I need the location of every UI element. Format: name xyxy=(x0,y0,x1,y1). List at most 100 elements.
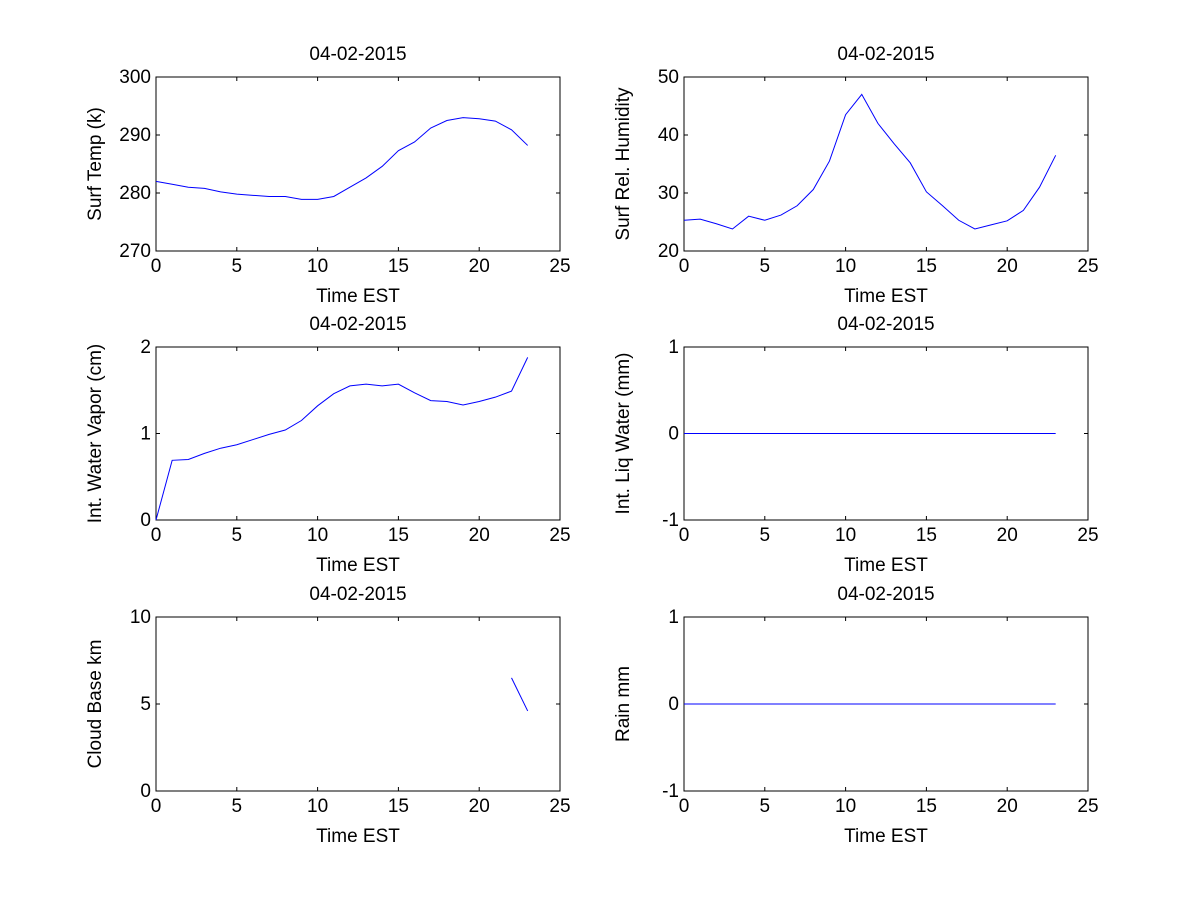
data-point xyxy=(1039,433,1041,435)
data-point xyxy=(252,439,254,441)
data-point xyxy=(204,188,206,190)
x-tick-label: 25 xyxy=(1077,525,1098,546)
data-point xyxy=(877,123,879,125)
y-tick-label: 0 xyxy=(140,510,151,531)
data-point xyxy=(268,434,270,436)
data-point xyxy=(958,433,960,435)
y-axis-label: Surf Rel. Humidity xyxy=(613,87,634,241)
y-axis-label: Rain mm xyxy=(613,666,634,742)
data-point xyxy=(699,433,701,435)
subplot-5: 0 5 10 15 20 25 0 5 10 04-02-2015 Time EST Cloud Ba… xyxy=(85,584,571,847)
data-point xyxy=(381,385,383,387)
y-tick-label: 300 xyxy=(119,67,151,88)
x-tick-label: 10 xyxy=(307,256,328,277)
data-point xyxy=(527,145,529,147)
data-point xyxy=(683,219,685,221)
data-point xyxy=(974,703,976,705)
data-point xyxy=(1055,433,1057,435)
data-point xyxy=(188,459,190,461)
data-point xyxy=(188,186,190,188)
x-tick-label: 15 xyxy=(916,525,937,546)
data-point xyxy=(732,228,734,230)
data-point xyxy=(958,219,960,221)
y-axis-label: Cloud Base km xyxy=(85,640,106,769)
data-point xyxy=(732,433,734,435)
data-point xyxy=(301,199,303,201)
data-point xyxy=(430,127,432,129)
x-axis-label: Time EST xyxy=(844,826,928,847)
y-axis-label: Surf Temp (k) xyxy=(85,107,106,221)
data-point xyxy=(990,703,992,705)
data-point xyxy=(204,453,206,455)
data-point xyxy=(333,196,335,198)
data-point xyxy=(796,205,798,207)
data-point xyxy=(414,392,416,394)
data-point xyxy=(893,143,895,145)
x-tick-label: 0 xyxy=(679,256,690,277)
data-point xyxy=(155,519,157,521)
data-point xyxy=(845,433,847,435)
x-tick-label: 5 xyxy=(760,796,771,817)
y-tick-label: 20 xyxy=(658,241,679,262)
series-line xyxy=(683,93,1057,230)
x-tick-label: 20 xyxy=(997,525,1018,546)
x-tick-label: 15 xyxy=(388,796,409,817)
x-tick-label: 10 xyxy=(307,796,328,817)
data-point xyxy=(365,177,367,179)
data-point xyxy=(990,433,992,435)
y-tick-label: 40 xyxy=(658,125,679,146)
y-tick-label: 290 xyxy=(119,125,151,146)
data-point xyxy=(1006,703,1008,705)
data-point xyxy=(796,703,798,705)
data-point xyxy=(716,223,718,225)
x-tick-label: 25 xyxy=(549,796,570,817)
subplot-title: 04-02-2015 xyxy=(309,584,406,605)
axes-frame xyxy=(683,76,1089,252)
subplot-3: 0 5 10 15 20 25 0 1 2 04-02-2015 Time EST Int. Wate… xyxy=(85,314,571,576)
data-point xyxy=(748,703,750,705)
data-point xyxy=(365,383,367,385)
y-tick-label: 50 xyxy=(658,67,679,88)
x-tick-label: 5 xyxy=(232,525,243,546)
data-point xyxy=(861,703,863,705)
x-axis-label: Time EST xyxy=(316,555,400,576)
y-tick-label: 280 xyxy=(119,183,151,204)
data-point xyxy=(1023,703,1025,705)
data-point xyxy=(381,166,383,168)
data-point xyxy=(430,400,432,402)
x-tick-label: 20 xyxy=(469,796,490,817)
axes-frame xyxy=(155,346,561,521)
data-point xyxy=(861,433,863,435)
y-tick-label: 1 xyxy=(668,607,679,628)
data-point xyxy=(796,433,798,435)
data-point xyxy=(812,189,814,191)
data-point xyxy=(333,393,335,395)
x-tick-label: 20 xyxy=(469,525,490,546)
data-point xyxy=(511,390,513,392)
x-tick-label: 5 xyxy=(232,256,243,277)
data-point xyxy=(1055,703,1057,705)
data-point xyxy=(511,677,513,679)
data-point xyxy=(495,396,497,398)
data-point xyxy=(683,703,685,705)
y-tick-label: -1 xyxy=(662,510,679,531)
data-point xyxy=(764,219,766,221)
data-point xyxy=(317,405,319,407)
y-tick-label: 1 xyxy=(668,337,679,358)
data-point xyxy=(301,420,303,422)
data-point xyxy=(446,401,448,403)
data-point xyxy=(942,703,944,705)
series-line xyxy=(155,357,529,521)
x-tick-label: 10 xyxy=(835,256,856,277)
subplot-title: 04-02-2015 xyxy=(309,44,406,65)
y-tick-label: 0 xyxy=(668,694,679,715)
y-tick-label: 0 xyxy=(140,781,151,802)
x-tick-label: 20 xyxy=(997,256,1018,277)
data-point xyxy=(236,193,238,195)
data-point xyxy=(909,162,911,164)
y-axis-label: Int. Water Vapor (cm) xyxy=(85,344,106,523)
data-point xyxy=(829,160,831,162)
x-tick-label: 15 xyxy=(916,796,937,817)
